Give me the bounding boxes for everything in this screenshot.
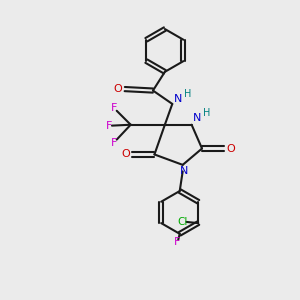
Text: N: N [180,167,188,176]
Text: O: O [121,149,130,160]
Text: F: F [111,138,117,148]
Text: H: H [184,88,191,98]
Text: H: H [203,108,210,118]
Text: O: O [114,84,123,94]
Text: F: F [106,121,112,130]
Text: N: N [173,94,182,103]
Text: O: O [226,143,235,154]
Text: N: N [194,113,202,123]
Text: F: F [174,237,181,247]
Text: F: F [111,103,117,113]
Text: Cl: Cl [178,217,188,226]
